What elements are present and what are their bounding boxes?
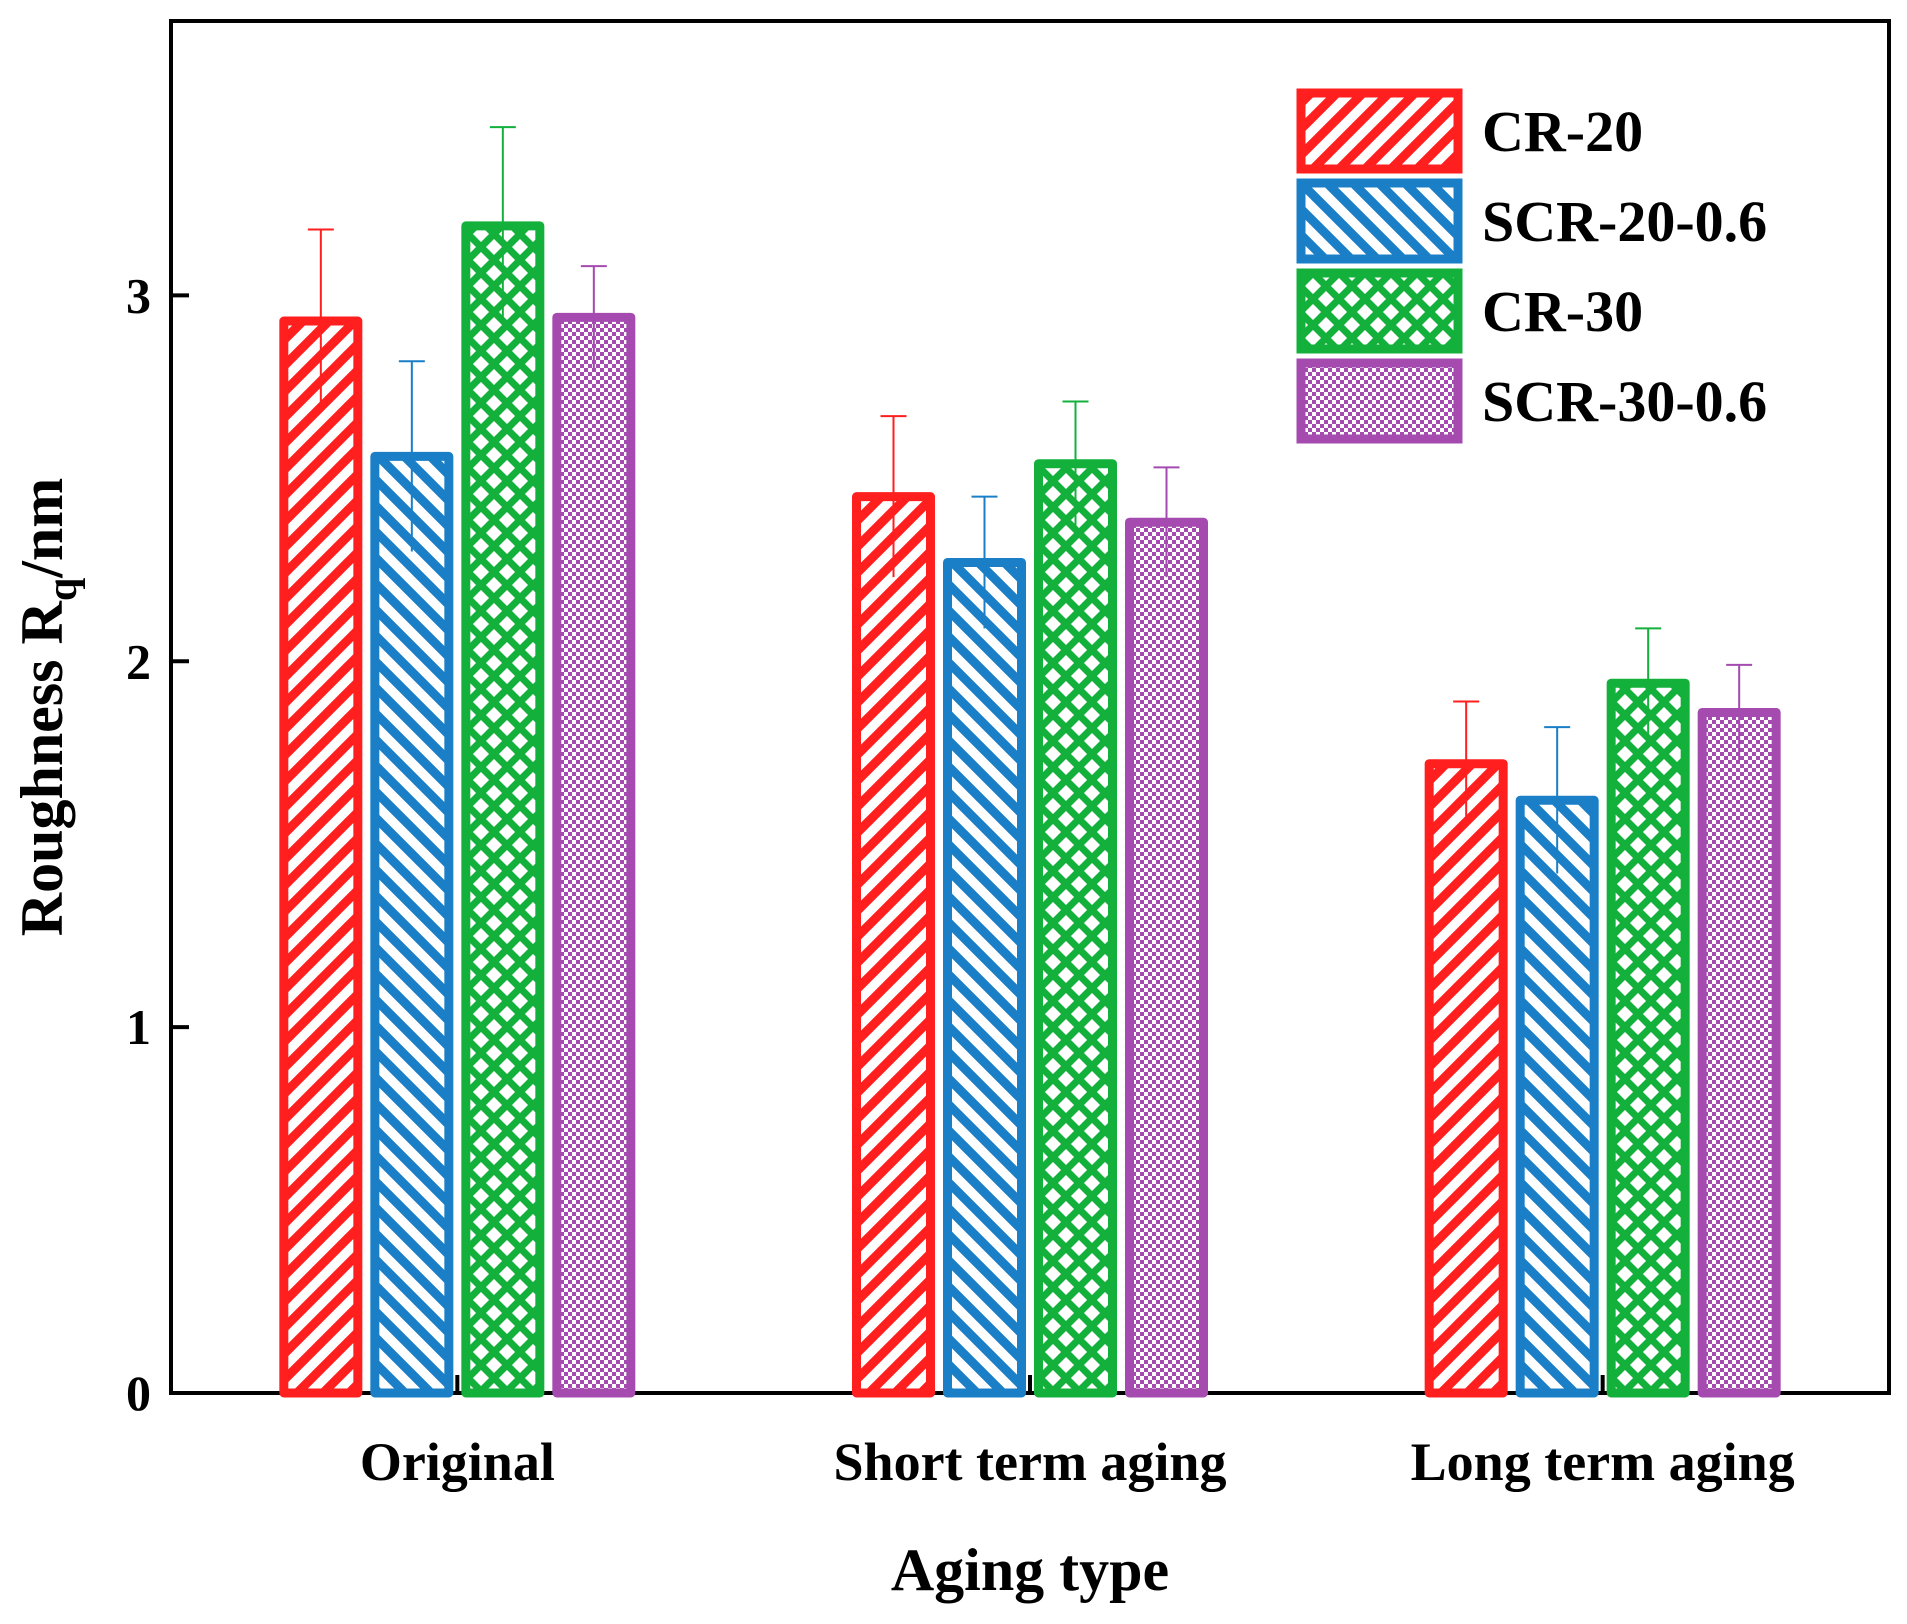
bar-scr-30-0-6-short-term-aging xyxy=(1125,517,1208,1398)
legend-swatch-scr-20-0-6 xyxy=(1296,178,1463,264)
y-tick-label-0: 0 xyxy=(126,1365,151,1421)
bars-layer xyxy=(279,221,1781,1398)
x-tick-label-long-term-aging: Long term aging xyxy=(1411,1432,1795,1492)
bar-cr-20-original xyxy=(279,316,363,1398)
bar-cr-30-original xyxy=(461,221,545,1398)
bar-cr-20-long-term-aging xyxy=(1424,759,1508,1398)
y-axis-title-main: Roughness R xyxy=(9,600,75,936)
x-tick-label-short-term-aging: Short term aging xyxy=(834,1432,1227,1492)
y-axis-title: Roughness Rq/nm xyxy=(9,478,86,937)
bar-cr-20-short-term-aging xyxy=(852,492,935,1398)
legend-label-cr-20: CR-20 xyxy=(1482,99,1643,164)
bar-scr-20-0-6-original xyxy=(370,451,454,1398)
legend-label-scr-20-0-6: SCR-20-0.6 xyxy=(1482,189,1767,254)
bar-scr-20-0-6-short-term-aging xyxy=(943,557,1026,1398)
x-axis: Original Short term aging Long term aging xyxy=(360,1375,1795,1492)
y-tick-label-2: 2 xyxy=(126,633,151,689)
legend-label-cr-30: CR-30 xyxy=(1482,279,1643,344)
y-axis-title-subscript: q xyxy=(40,578,86,601)
legend: CR-20 SCR-20-0.6 CR-30 SCR-30-0.6 xyxy=(1296,88,1767,444)
x-axis-title: Aging type xyxy=(891,1537,1169,1603)
error-bars-layer xyxy=(307,126,1753,874)
y-tick-label-3: 3 xyxy=(126,267,151,323)
bar-cr-30-short-term-aging xyxy=(1034,459,1117,1398)
y-axis-title-unit: /nm xyxy=(9,478,75,579)
legend-label-scr-30-0-6: SCR-30-0.6 xyxy=(1482,369,1767,434)
bar-scr-30-0-6-long-term-aging xyxy=(1697,707,1781,1398)
x-tick-label-original: Original xyxy=(360,1432,555,1492)
y-axis: 0 1 2 3 xyxy=(126,267,189,1421)
bar-scr-20-0-6-long-term-aging xyxy=(1515,795,1599,1398)
legend-swatch-scr-30-0-6 xyxy=(1296,358,1463,444)
y-tick-label-1: 1 xyxy=(126,999,151,1055)
bar-scr-30-0-6-original xyxy=(552,312,636,1398)
legend-swatch-cr-20 xyxy=(1296,88,1463,174)
legend-swatch-cr-30 xyxy=(1296,268,1463,354)
bar-cr-30-long-term-aging xyxy=(1606,678,1690,1398)
